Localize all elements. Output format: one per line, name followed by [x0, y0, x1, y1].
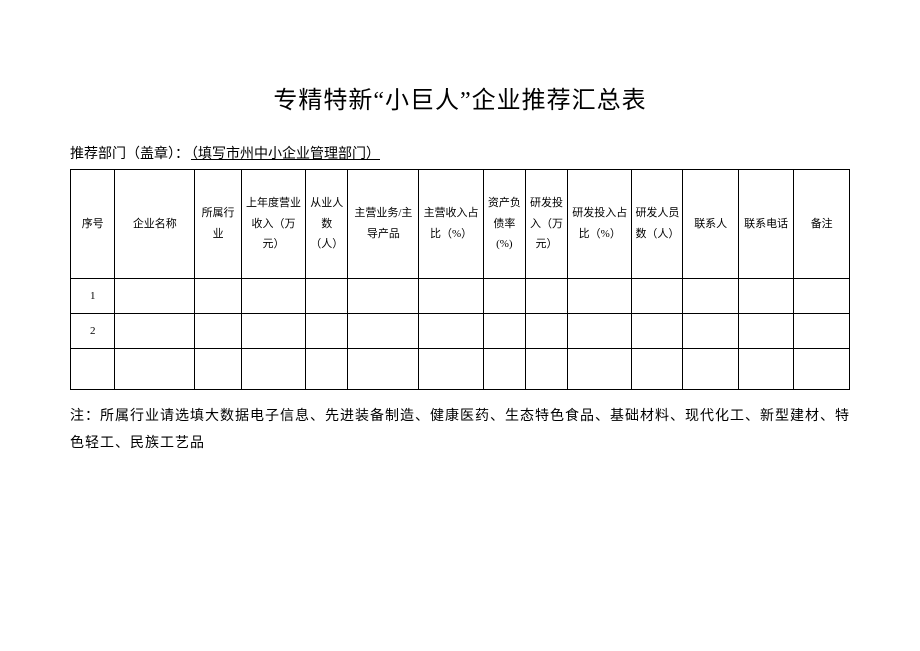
table-head: 序号企业名称所属行业上年度营业收入（万元）从业人数（人）主营业务/主导产品主营收…	[71, 170, 850, 279]
table-cell	[525, 314, 567, 349]
table-cell	[419, 279, 483, 314]
table-cell	[525, 349, 567, 390]
table-header-row: 序号企业名称所属行业上年度营业收入（万元）从业人数（人）主营业务/主导产品主营收…	[71, 170, 850, 279]
table-cell	[483, 314, 525, 349]
table-header-cell: 研发人员数（人）	[632, 170, 683, 279]
table-header-cell: 从业人数（人）	[306, 170, 348, 279]
table-header-cell: 联系电话	[738, 170, 793, 279]
table-row: 1	[71, 279, 850, 314]
table-cell	[568, 314, 632, 349]
table-cell	[568, 349, 632, 390]
table-header-cell: 资产负债率(%)	[483, 170, 525, 279]
table-header-cell: 主营业务/主导产品	[348, 170, 419, 279]
table-header-cell: 上年度营业收入（万元）	[241, 170, 305, 279]
table-cell	[241, 349, 305, 390]
table-cell	[738, 314, 793, 349]
table-cell	[683, 314, 738, 349]
table-cell	[115, 314, 195, 349]
table-cell	[683, 279, 738, 314]
table-cell-seq: 1	[71, 279, 115, 314]
table-cell	[483, 349, 525, 390]
table-cell	[568, 279, 632, 314]
summary-table: 序号企业名称所属行业上年度营业收入（万元）从业人数（人）主营业务/主导产品主营收…	[70, 169, 850, 390]
table-header-cell: 备注	[794, 170, 850, 279]
table-cell	[525, 279, 567, 314]
table-body: 12	[71, 279, 850, 390]
table-cell	[195, 349, 242, 390]
table-cell	[794, 279, 850, 314]
table-cell	[632, 279, 683, 314]
table-cell	[306, 279, 348, 314]
table-header-cell: 序号	[71, 170, 115, 279]
department-label: 推荐部门（盖章）：	[70, 147, 189, 162]
table-header-cell: 所属行业	[195, 170, 242, 279]
table-cell	[632, 314, 683, 349]
table-header-cell: 主营收入占比（%）	[419, 170, 483, 279]
table-cell	[115, 349, 195, 390]
table-cell	[115, 279, 195, 314]
table-cell-seq: 2	[71, 314, 115, 349]
table-cell	[306, 349, 348, 390]
table-cell	[306, 314, 348, 349]
table-header-cell: 联系人	[683, 170, 738, 279]
footnote: 注：所属行业请选填大数据电子信息、先进装备制造、健康医药、生态特色食品、基础材料…	[70, 404, 850, 457]
table-cell	[794, 314, 850, 349]
table-cell	[195, 279, 242, 314]
table-cell	[483, 279, 525, 314]
table-cell	[241, 279, 305, 314]
table-cell	[348, 349, 419, 390]
table-cell	[419, 349, 483, 390]
table-header-cell: 研发投入（万元）	[525, 170, 567, 279]
table-cell	[738, 349, 793, 390]
table-row: 2	[71, 314, 850, 349]
table-cell	[419, 314, 483, 349]
department-line: 推荐部门（盖章）：（填写市州中小企业管理部门）	[70, 143, 850, 163]
table-cell	[348, 279, 419, 314]
table-cell	[683, 349, 738, 390]
table-cell	[794, 349, 850, 390]
table-cell	[632, 349, 683, 390]
table-cell	[348, 314, 419, 349]
page-title: 专精特新“小巨人”企业推荐汇总表	[70, 80, 850, 115]
department-field: （填写市州中小企业管理部门）	[189, 147, 382, 163]
table-header-cell: 研发投入占比（%）	[568, 170, 632, 279]
table-cell	[738, 279, 793, 314]
table-cell	[71, 349, 115, 390]
table-cell	[195, 314, 242, 349]
document-page: 专精特新“小巨人”企业推荐汇总表 推荐部门（盖章）：（填写市州中小企业管理部门）…	[0, 0, 920, 457]
table-cell	[241, 314, 305, 349]
table-header-cell: 企业名称	[115, 170, 195, 279]
table-row-blank	[71, 349, 850, 390]
